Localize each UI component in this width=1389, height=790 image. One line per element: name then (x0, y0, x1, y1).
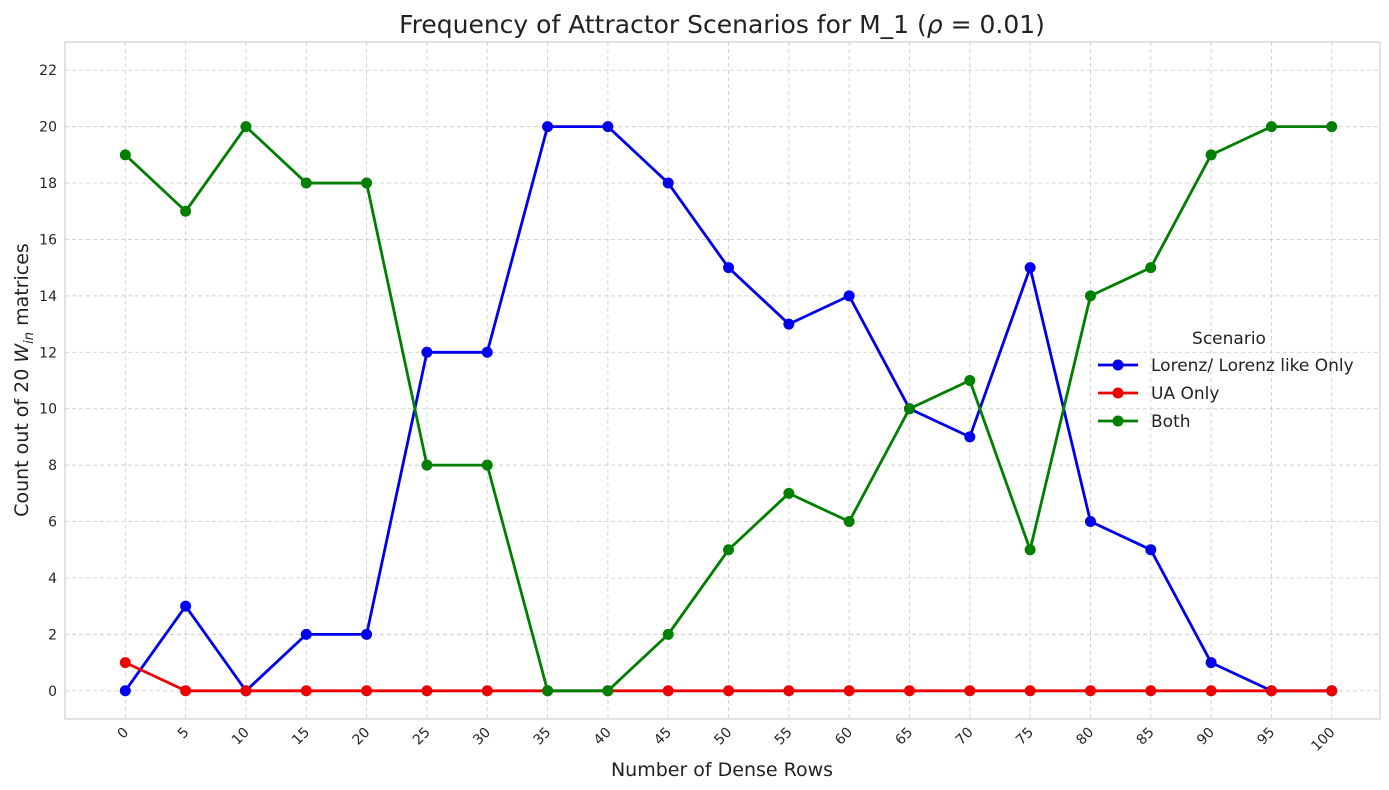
data-point (662, 628, 674, 640)
legend-marker (1112, 359, 1124, 371)
data-point (361, 685, 373, 697)
legend-label: Lorenz/ Lorenz like Only (1151, 356, 1354, 376)
plot-area-frame (64, 41, 1381, 720)
legend-item-0: Lorenz/ Lorenz like Only (1098, 356, 1354, 376)
data-point (1084, 516, 1096, 528)
y-axis-label: Count out of 20 Win matrices (11, 243, 37, 517)
data-point (180, 600, 192, 612)
data-point (843, 685, 855, 697)
data-point (542, 121, 554, 133)
data-point (903, 403, 915, 415)
data-point (783, 487, 795, 499)
data-point (1145, 262, 1157, 274)
data-point (119, 685, 131, 697)
data-point (1326, 121, 1338, 133)
legend: Scenario Lorenz/ Lorenz like Only UA Only… (1098, 329, 1354, 432)
legend-marker (1112, 415, 1124, 427)
y-tick-label: 18 (39, 176, 57, 192)
series-1 (119, 657, 1338, 697)
data-point (180, 205, 192, 217)
data-point (481, 459, 493, 471)
chart-title: Frequency of Attractor Scenarios for M_1… (399, 10, 1045, 39)
legend-item-1: UA Only (1098, 384, 1219, 404)
y-tick-label: 14 (39, 289, 57, 305)
y-tick-label: 12 (39, 345, 57, 361)
y-tick-label: 20 (39, 120, 57, 136)
data-point (542, 685, 554, 697)
data-point (723, 685, 735, 697)
legend-marker (1112, 387, 1124, 399)
y-tick-label: 4 (48, 571, 57, 587)
y-tick-label: 22 (39, 63, 57, 79)
data-point (300, 628, 312, 640)
data-point (1205, 149, 1217, 161)
data-point (1205, 657, 1217, 669)
data-point (240, 685, 252, 697)
data-point (481, 346, 493, 358)
y-tick-label: 16 (39, 232, 57, 248)
data-point (723, 262, 735, 274)
data-point (1084, 290, 1096, 302)
legend-item-2: Both (1098, 412, 1191, 432)
data-point (361, 177, 373, 189)
legend-label: Both (1151, 412, 1191, 432)
data-point (964, 375, 976, 386)
data-point (1024, 262, 1036, 274)
data-point (843, 516, 855, 528)
data-point (421, 459, 433, 471)
data-point (1205, 685, 1217, 697)
data-point (1265, 121, 1277, 133)
data-point (662, 177, 674, 189)
data-point (361, 628, 373, 640)
data-point (240, 121, 252, 133)
series-2 (119, 121, 1338, 697)
data-point (964, 431, 976, 443)
y-tick-label: 10 (39, 402, 57, 418)
data-point (723, 544, 735, 556)
y-tick-label: 0 (48, 684, 57, 700)
data-point (180, 685, 192, 697)
data-point (783, 318, 795, 330)
legend-title: Scenario (1192, 329, 1266, 349)
x-axis-label: Number of Dense Rows (611, 759, 833, 781)
series-layer (119, 121, 1338, 697)
data-point (964, 685, 976, 697)
data-point (602, 685, 614, 697)
data-point (300, 685, 312, 697)
data-point (1145, 544, 1157, 556)
data-point (1084, 685, 1096, 697)
data-point (662, 685, 674, 697)
data-point (783, 685, 795, 697)
data-point (119, 657, 131, 669)
data-point (602, 121, 614, 133)
legend-items: Lorenz/ Lorenz like Only UA Only Both (1098, 356, 1354, 432)
y-tick-label: 2 (48, 627, 57, 643)
data-point (421, 346, 433, 358)
data-point (843, 290, 855, 302)
data-point (481, 685, 493, 697)
data-point (1265, 685, 1277, 697)
data-point (300, 177, 312, 189)
data-point (1326, 685, 1338, 697)
data-point (421, 685, 433, 697)
data-point (119, 149, 131, 161)
data-point (1024, 544, 1036, 556)
data-point (903, 685, 915, 697)
data-point (1145, 685, 1157, 697)
y-tick-label: 8 (48, 458, 57, 474)
legend-label: UA Only (1151, 384, 1219, 404)
y-tick-label: 6 (48, 515, 57, 531)
data-point (1024, 685, 1036, 697)
y-axis-ticks: 0 2 4 6 8 10 12 14 16 18 20 22 (39, 63, 57, 700)
